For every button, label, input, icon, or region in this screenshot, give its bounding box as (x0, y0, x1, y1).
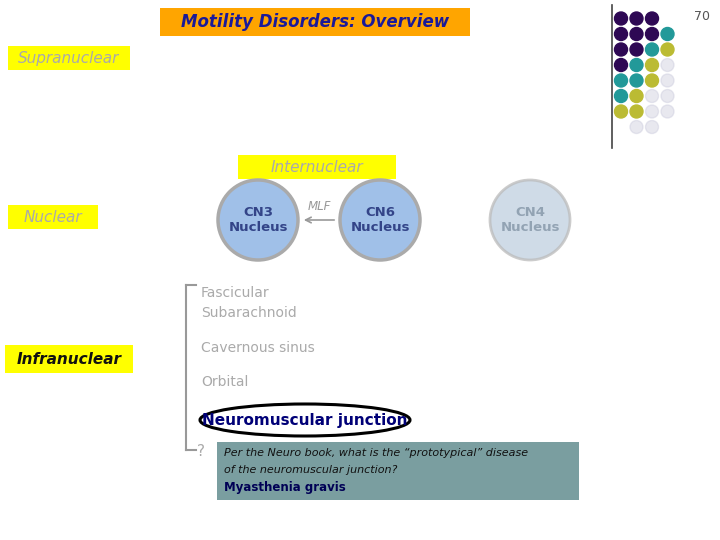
Circle shape (630, 43, 643, 56)
Circle shape (661, 90, 674, 103)
Circle shape (646, 43, 659, 56)
Circle shape (630, 58, 643, 71)
Circle shape (630, 74, 643, 87)
Circle shape (661, 43, 674, 56)
Text: Myasthenia gravis: Myasthenia gravis (224, 481, 346, 494)
Text: Fascicular: Fascicular (201, 286, 269, 300)
Text: Subarachnoid: Subarachnoid (201, 306, 297, 320)
Circle shape (630, 105, 643, 118)
Circle shape (490, 180, 570, 260)
Circle shape (218, 180, 298, 260)
Circle shape (614, 28, 628, 40)
Circle shape (614, 105, 628, 118)
Circle shape (661, 74, 674, 87)
Text: Neuromuscular junction: Neuromuscular junction (202, 413, 408, 428)
Text: 70: 70 (694, 10, 710, 23)
Circle shape (614, 74, 628, 87)
Circle shape (646, 74, 659, 87)
Circle shape (630, 90, 643, 103)
Circle shape (661, 58, 674, 71)
Circle shape (340, 180, 420, 260)
Text: Internuclear: Internuclear (271, 159, 364, 174)
Circle shape (614, 58, 628, 71)
FancyBboxPatch shape (5, 345, 133, 373)
Text: CN6
Nucleus: CN6 Nucleus (350, 206, 410, 234)
FancyBboxPatch shape (238, 155, 396, 179)
Text: Motility Disorders: Overview: Motility Disorders: Overview (181, 13, 449, 31)
Text: Orbital: Orbital (201, 375, 248, 389)
Circle shape (614, 90, 628, 103)
Circle shape (646, 28, 659, 40)
Ellipse shape (200, 404, 410, 436)
Text: CN4
Nucleus: CN4 Nucleus (500, 206, 559, 234)
Circle shape (646, 90, 659, 103)
Circle shape (661, 28, 674, 40)
FancyBboxPatch shape (8, 46, 130, 70)
Circle shape (646, 12, 659, 25)
Circle shape (646, 58, 659, 71)
Circle shape (614, 43, 628, 56)
Text: Infranuclear: Infranuclear (17, 352, 122, 367)
FancyBboxPatch shape (160, 8, 470, 36)
FancyBboxPatch shape (8, 205, 98, 229)
Circle shape (646, 120, 659, 133)
Text: CN3
Nucleus: CN3 Nucleus (228, 206, 288, 234)
Circle shape (646, 105, 659, 118)
Circle shape (630, 28, 643, 40)
Circle shape (661, 105, 674, 118)
Text: of the neuromuscular junction?: of the neuromuscular junction? (224, 465, 397, 475)
Text: Cavernous sinus: Cavernous sinus (201, 341, 315, 355)
Text: ?: ? (197, 444, 205, 460)
Circle shape (630, 12, 643, 25)
FancyBboxPatch shape (217, 442, 579, 500)
Text: Nuclear: Nuclear (24, 210, 82, 225)
Text: Supranuclear: Supranuclear (18, 51, 120, 65)
Circle shape (630, 120, 643, 133)
Text: MLF: MLF (307, 200, 330, 213)
Circle shape (614, 12, 628, 25)
Text: Per the Neuro book, what is the “prototypical” disease: Per the Neuro book, what is the “prototy… (224, 448, 528, 458)
